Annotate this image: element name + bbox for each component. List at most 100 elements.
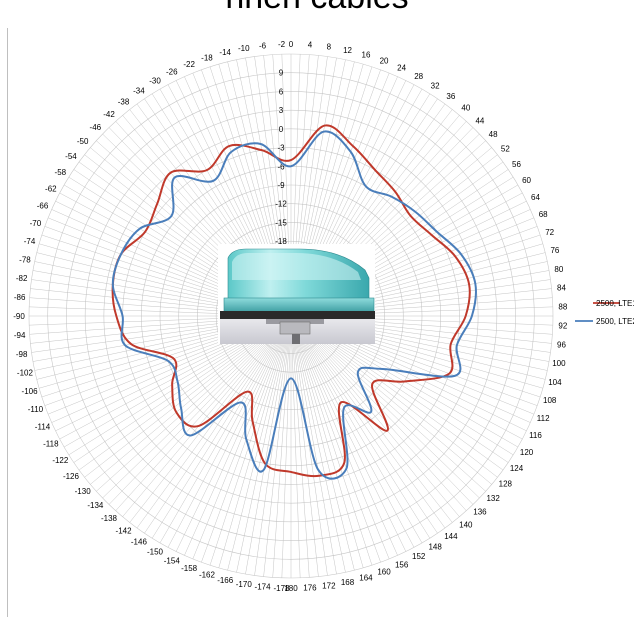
angle-tick-label: -114 — [35, 423, 51, 432]
grid-spoke — [255, 316, 291, 575]
angle-tick-label: -18 — [201, 53, 213, 62]
angle-tick-label: -130 — [75, 487, 92, 496]
angle-tick-label: -14 — [219, 48, 231, 57]
angle-tick-label: 172 — [322, 581, 336, 590]
angle-tick-label: 96 — [557, 340, 566, 349]
angle-tick-label: 52 — [501, 145, 510, 154]
angle-tick-label: 68 — [539, 210, 548, 219]
angle-tick-label: -30 — [149, 76, 161, 85]
angle-tick-label: -170 — [236, 580, 253, 589]
angle-tick-label: 116 — [529, 431, 542, 440]
angle-tick-label: -138 — [101, 514, 118, 523]
grid-spoke — [109, 316, 291, 504]
angle-tick-label: -62 — [45, 184, 57, 193]
angle-tick-label: 4 — [308, 41, 313, 50]
grid-spoke — [291, 316, 372, 565]
grid-spoke — [228, 316, 291, 570]
angle-tick-label: -10 — [238, 44, 250, 53]
angle-tick-label: 168 — [341, 578, 355, 587]
angle-tick-label: 24 — [397, 64, 406, 73]
grid-spoke — [291, 316, 452, 522]
angle-tick-label: -66 — [37, 201, 49, 210]
angle-tick-label: -102 — [17, 369, 34, 378]
grid-spoke — [291, 316, 354, 570]
angle-tick-label: 164 — [359, 573, 373, 582]
angle-tick-label: 132 — [486, 494, 500, 503]
angle-tick-label: -74 — [24, 237, 36, 246]
angle-tick-label: 176 — [303, 583, 317, 592]
angle-tick-label: 100 — [552, 359, 566, 368]
legend-label-lte2: 2500, LTE2 — [596, 317, 634, 326]
angle-tick-label: -54 — [65, 152, 77, 161]
grid-spoke — [291, 316, 389, 559]
angle-tick-label: -2 — [278, 40, 286, 49]
angle-tick-label: -98 — [16, 350, 28, 359]
antenna-dome-image — [218, 244, 375, 344]
angle-tick-label: 144 — [444, 532, 458, 541]
angle-tick-label: -58 — [55, 168, 67, 177]
angle-tick-label: -178 — [274, 584, 291, 593]
angle-tick-label: 152 — [412, 552, 426, 561]
angle-tick-label: 32 — [431, 81, 440, 90]
angle-tick-label: 136 — [473, 508, 487, 517]
angle-tick-label: -118 — [43, 440, 59, 449]
angle-tick-label: -70 — [30, 219, 42, 228]
angle-tick-label: 72 — [545, 228, 554, 237]
angle-tick-label: 60 — [522, 176, 531, 185]
angle-tick-label: -150 — [147, 548, 164, 557]
angle-tick-label: -34 — [133, 87, 145, 96]
angle-tick-label: -146 — [131, 538, 148, 547]
grid-spoke — [160, 316, 291, 543]
grid-spoke — [291, 316, 337, 574]
angle-tick-label: 44 — [475, 116, 484, 125]
angle-tick-label: 16 — [362, 51, 371, 60]
grid-spoke — [291, 316, 318, 577]
angle-tick-label: -174 — [255, 583, 272, 592]
angle-tick-label: 120 — [520, 448, 534, 457]
grid-spoke — [210, 316, 291, 565]
grid-spoke — [291, 316, 459, 517]
angle-tick-label: 36 — [446, 92, 455, 101]
angle-tick-label: -86 — [14, 293, 26, 302]
angle-tick-label: 112 — [537, 414, 550, 423]
angle-tick-label: -38 — [118, 98, 130, 107]
angle-tick-label: 0 — [289, 40, 294, 49]
angle-tick-label: -158 — [181, 564, 198, 573]
angle-tick-label: 148 — [428, 543, 442, 552]
radial-tick-label: 0 — [279, 125, 284, 134]
radial-tick-label: 6 — [279, 87, 284, 96]
grid-spoke — [193, 316, 291, 559]
angle-tick-label: -94 — [14, 331, 26, 340]
angle-tick-label: -110 — [28, 405, 44, 414]
angle-tick-label: -82 — [16, 274, 28, 283]
radial-tick-label: -12 — [275, 200, 287, 209]
angle-tick-label: 84 — [557, 284, 566, 293]
grid-spoke — [291, 316, 327, 575]
angle-tick-label: 128 — [499, 479, 513, 488]
angle-tick-label: -154 — [164, 556, 181, 565]
angle-tick-label: 20 — [380, 56, 389, 65]
angle-tick-label: -142 — [116, 526, 133, 535]
angle-tick-label: 92 — [558, 321, 567, 330]
angle-tick-label: 28 — [414, 72, 423, 81]
angle-tick-label: 56 — [512, 160, 521, 169]
grid-spoke — [246, 316, 292, 574]
angle-tick-label: -122 — [52, 456, 69, 465]
angle-tick-label: -90 — [13, 312, 25, 321]
angle-tick-label: 48 — [489, 130, 498, 139]
grid-spoke — [237, 316, 291, 572]
grid-spoke — [123, 316, 291, 517]
angle-tick-label: 124 — [510, 464, 524, 473]
angle-tick-label: -6 — [259, 41, 267, 50]
grid-spoke — [264, 316, 291, 577]
angle-tick-label: 64 — [531, 193, 540, 202]
radial-tick-label: -15 — [275, 218, 287, 227]
radial-tick-label: -9 — [277, 181, 285, 190]
angle-tick-label: -106 — [22, 387, 39, 396]
grid-spoke — [291, 316, 422, 543]
angle-tick-label: -42 — [103, 110, 115, 119]
angle-tick-label: 40 — [461, 104, 470, 113]
angle-tick-label: -22 — [183, 60, 195, 69]
angle-tick-label: -134 — [87, 501, 104, 510]
